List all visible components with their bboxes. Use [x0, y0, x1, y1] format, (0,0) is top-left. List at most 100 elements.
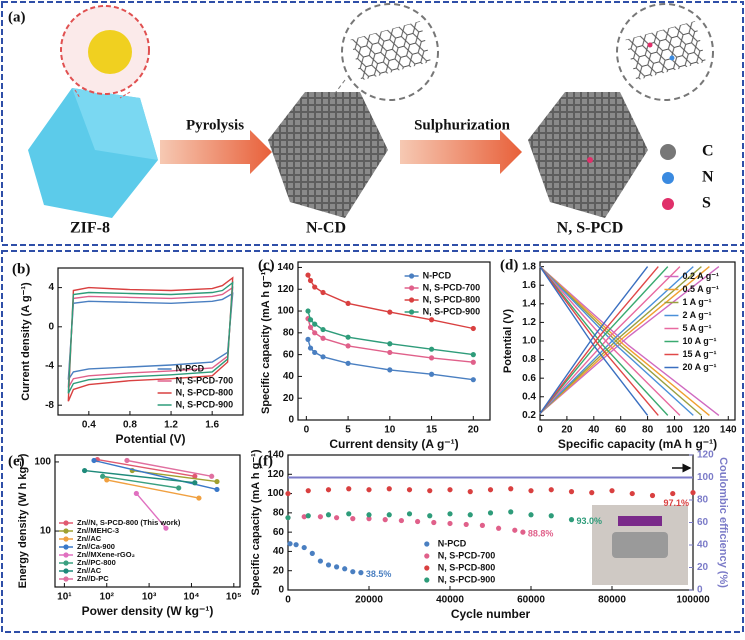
y-tick-label: 20	[273, 565, 285, 576]
schematic: (a) Pyrolysis Sulphurization C N S ZIF-8…	[8, 3, 714, 237]
panel-label: (f)	[258, 453, 273, 469]
legend-label: 1 A g⁻¹	[682, 297, 711, 307]
x-tick-label: 10⁴	[183, 592, 199, 603]
data-point	[447, 520, 453, 527]
data-point	[350, 569, 356, 575]
legend-label: 0.2 A g⁻¹	[682, 271, 719, 281]
y-tick-label: 1.8	[522, 261, 536, 272]
legend-label: N, S-PCD-900	[438, 574, 496, 584]
y-axis-label: Energy density (W h kg⁻¹)	[17, 453, 29, 588]
y-tick-label: 1.4	[522, 298, 536, 309]
ncd-particle	[268, 92, 388, 218]
data-point	[345, 334, 351, 340]
data-point	[428, 371, 435, 377]
data-point	[387, 367, 393, 373]
zoom-line	[74, 89, 81, 99]
x-axis-label: Current density (A g⁻¹)	[329, 437, 458, 451]
y-tick-label: 100	[277, 306, 294, 317]
legend-label: S	[702, 195, 711, 212]
x-tick-label: 10⁵	[226, 592, 242, 603]
data-point	[387, 341, 393, 347]
chart: (d) 0 20 40 60 80 100 120 140 0.2 0.4 0.6 0.8 1.0 1.2 1…	[500, 257, 737, 451]
graphene	[350, 21, 431, 81]
data-point	[470, 352, 476, 358]
series-line	[539, 266, 649, 416]
data-point	[366, 512, 372, 518]
y-tick-label: 80	[273, 507, 285, 518]
legend-label: N, S-PCD-700	[438, 550, 496, 560]
n-sphere	[662, 172, 674, 184]
chart: (f)0 20000 40000 60000 80000 1000000204060801…	[250, 449, 729, 621]
data-point	[307, 317, 314, 323]
y-tick-label: 0.6	[522, 373, 536, 384]
x-tick-label: 10	[384, 425, 396, 436]
y-tick-label: 100	[34, 457, 51, 468]
data-point	[690, 490, 696, 496]
y2-tick-label: 120	[697, 450, 714, 461]
series-line	[539, 266, 659, 416]
series-line	[307, 318, 474, 363]
data-point	[312, 349, 318, 356]
data-point	[366, 487, 372, 493]
data-point	[214, 486, 220, 493]
data-point	[470, 325, 476, 332]
data-point	[334, 564, 340, 570]
x-tick-label: 40	[588, 425, 600, 436]
legend-swatch	[63, 544, 69, 550]
legend-swatch	[409, 285, 415, 291]
panel-label: (b)	[12, 261, 30, 277]
data-point	[406, 487, 413, 493]
data-point	[512, 527, 518, 533]
x-tick-label: 10³	[142, 592, 157, 603]
battery	[612, 532, 668, 558]
x-tick-label: 80	[642, 425, 654, 436]
panel-label: (e)	[8, 453, 25, 469]
data-point	[320, 354, 326, 360]
facet	[72, 88, 158, 160]
y-tick-label: 120	[267, 469, 284, 480]
x-tick-label: 0	[304, 425, 310, 436]
data-point	[487, 510, 494, 516]
data-point	[487, 487, 494, 493]
data-point	[508, 509, 514, 515]
step-label: Sulphurization	[414, 117, 511, 133]
series-line	[539, 266, 681, 416]
panel-border	[1, 250, 744, 633]
data-point	[415, 518, 421, 525]
plot-frame	[57, 267, 244, 416]
legend-label: Zn//MEHC-3	[77, 526, 119, 535]
y-tick-label: 0	[48, 321, 54, 332]
data-point	[100, 473, 106, 479]
data-point	[520, 529, 526, 535]
series-line	[67, 276, 234, 402]
legend-swatch	[63, 536, 69, 542]
data-point	[214, 478, 220, 485]
x-tick-label: 1.2	[164, 420, 178, 431]
chart: (c) 0 5 10 15 20 0 20 40 60 80 100 120 140 Current den…	[258, 257, 491, 451]
y-tick-label: 0	[288, 415, 294, 426]
y-tick-label: 140	[277, 262, 294, 273]
y-tick-label: 0	[278, 585, 284, 596]
panel-label: (a)	[8, 9, 26, 25]
x-axis-label: Cycle number	[451, 607, 531, 621]
data-point	[312, 330, 318, 336]
legend-swatch	[424, 577, 430, 583]
data-point	[104, 477, 110, 483]
data-point	[196, 495, 202, 501]
data-point	[287, 541, 293, 547]
y-tick-label: 40	[273, 546, 285, 557]
y-tick-label: -8	[45, 400, 54, 411]
c-sphere	[660, 144, 676, 160]
legend-label: Zn//Ca-900	[77, 542, 115, 551]
legend-label: Zn//PC-800	[77, 558, 116, 567]
legend-swatch	[63, 520, 69, 526]
zoom-line	[119, 91, 131, 99]
nspcd-particle	[528, 92, 648, 218]
data-point	[285, 490, 291, 497]
data-point	[386, 486, 392, 492]
legend-swatch	[424, 541, 430, 547]
x-tick-label: 100000	[676, 595, 710, 606]
data-point	[305, 513, 311, 519]
y2-tick-label: 40	[697, 540, 709, 551]
s-atom	[587, 157, 593, 163]
